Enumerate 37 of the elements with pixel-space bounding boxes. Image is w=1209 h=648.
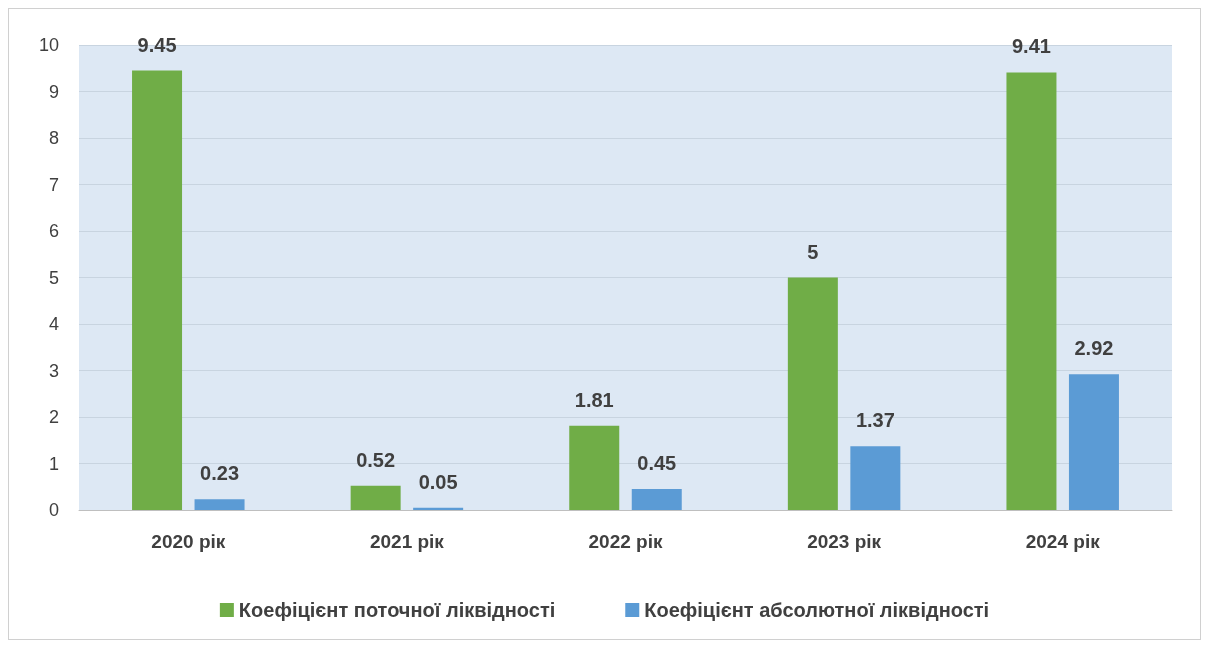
data-label: 1.37 (855, 409, 895, 432)
bar (194, 499, 245, 510)
bar (1068, 374, 1119, 510)
bar (850, 446, 901, 510)
x-tick-label: 2022 рік (588, 531, 663, 552)
y-tick-label: 2 (48, 407, 59, 427)
y-tick-label: 7 (48, 174, 59, 195)
bar (132, 70, 183, 510)
x-tick-label: 2024 рік (1025, 531, 1101, 552)
data-label: 1.81 (574, 388, 614, 411)
data-label: 0.45 (637, 452, 677, 475)
bar (1006, 72, 1057, 510)
bar (569, 425, 620, 510)
x-tick-label: 2020 рік (151, 531, 226, 552)
data-label: 0.05 (418, 470, 458, 493)
y-tick-label: 10 (38, 35, 59, 55)
y-tick-label: 1 (48, 453, 59, 474)
y-tick-label: 6 (48, 221, 59, 241)
bar (787, 277, 838, 510)
y-tick-label: 9 (48, 81, 59, 102)
data-label: 0.23 (200, 462, 240, 485)
data-label: 9.45 (137, 33, 177, 56)
y-tick-label: 0 (48, 500, 59, 520)
y-tick-label: 5 (48, 267, 59, 288)
data-label: 2.92 (1074, 337, 1114, 360)
y-tick-label: 3 (48, 360, 59, 381)
x-tick-label: 2023 рік (807, 531, 882, 552)
legend-label: Коефіцієнт абсолютної ліквідності (644, 599, 990, 621)
x-tick-label: 2021 рік (369, 531, 445, 552)
y-tick-label: 8 (48, 128, 59, 148)
data-label: 5 (807, 240, 819, 263)
data-label: 0.52 (356, 448, 396, 471)
bar (631, 489, 682, 510)
bar (350, 485, 401, 510)
legend-label: Коефіцієнт поточної ліквідності (238, 599, 556, 621)
data-label: 9.41 (1011, 35, 1051, 58)
y-tick-label: 4 (48, 314, 59, 334)
